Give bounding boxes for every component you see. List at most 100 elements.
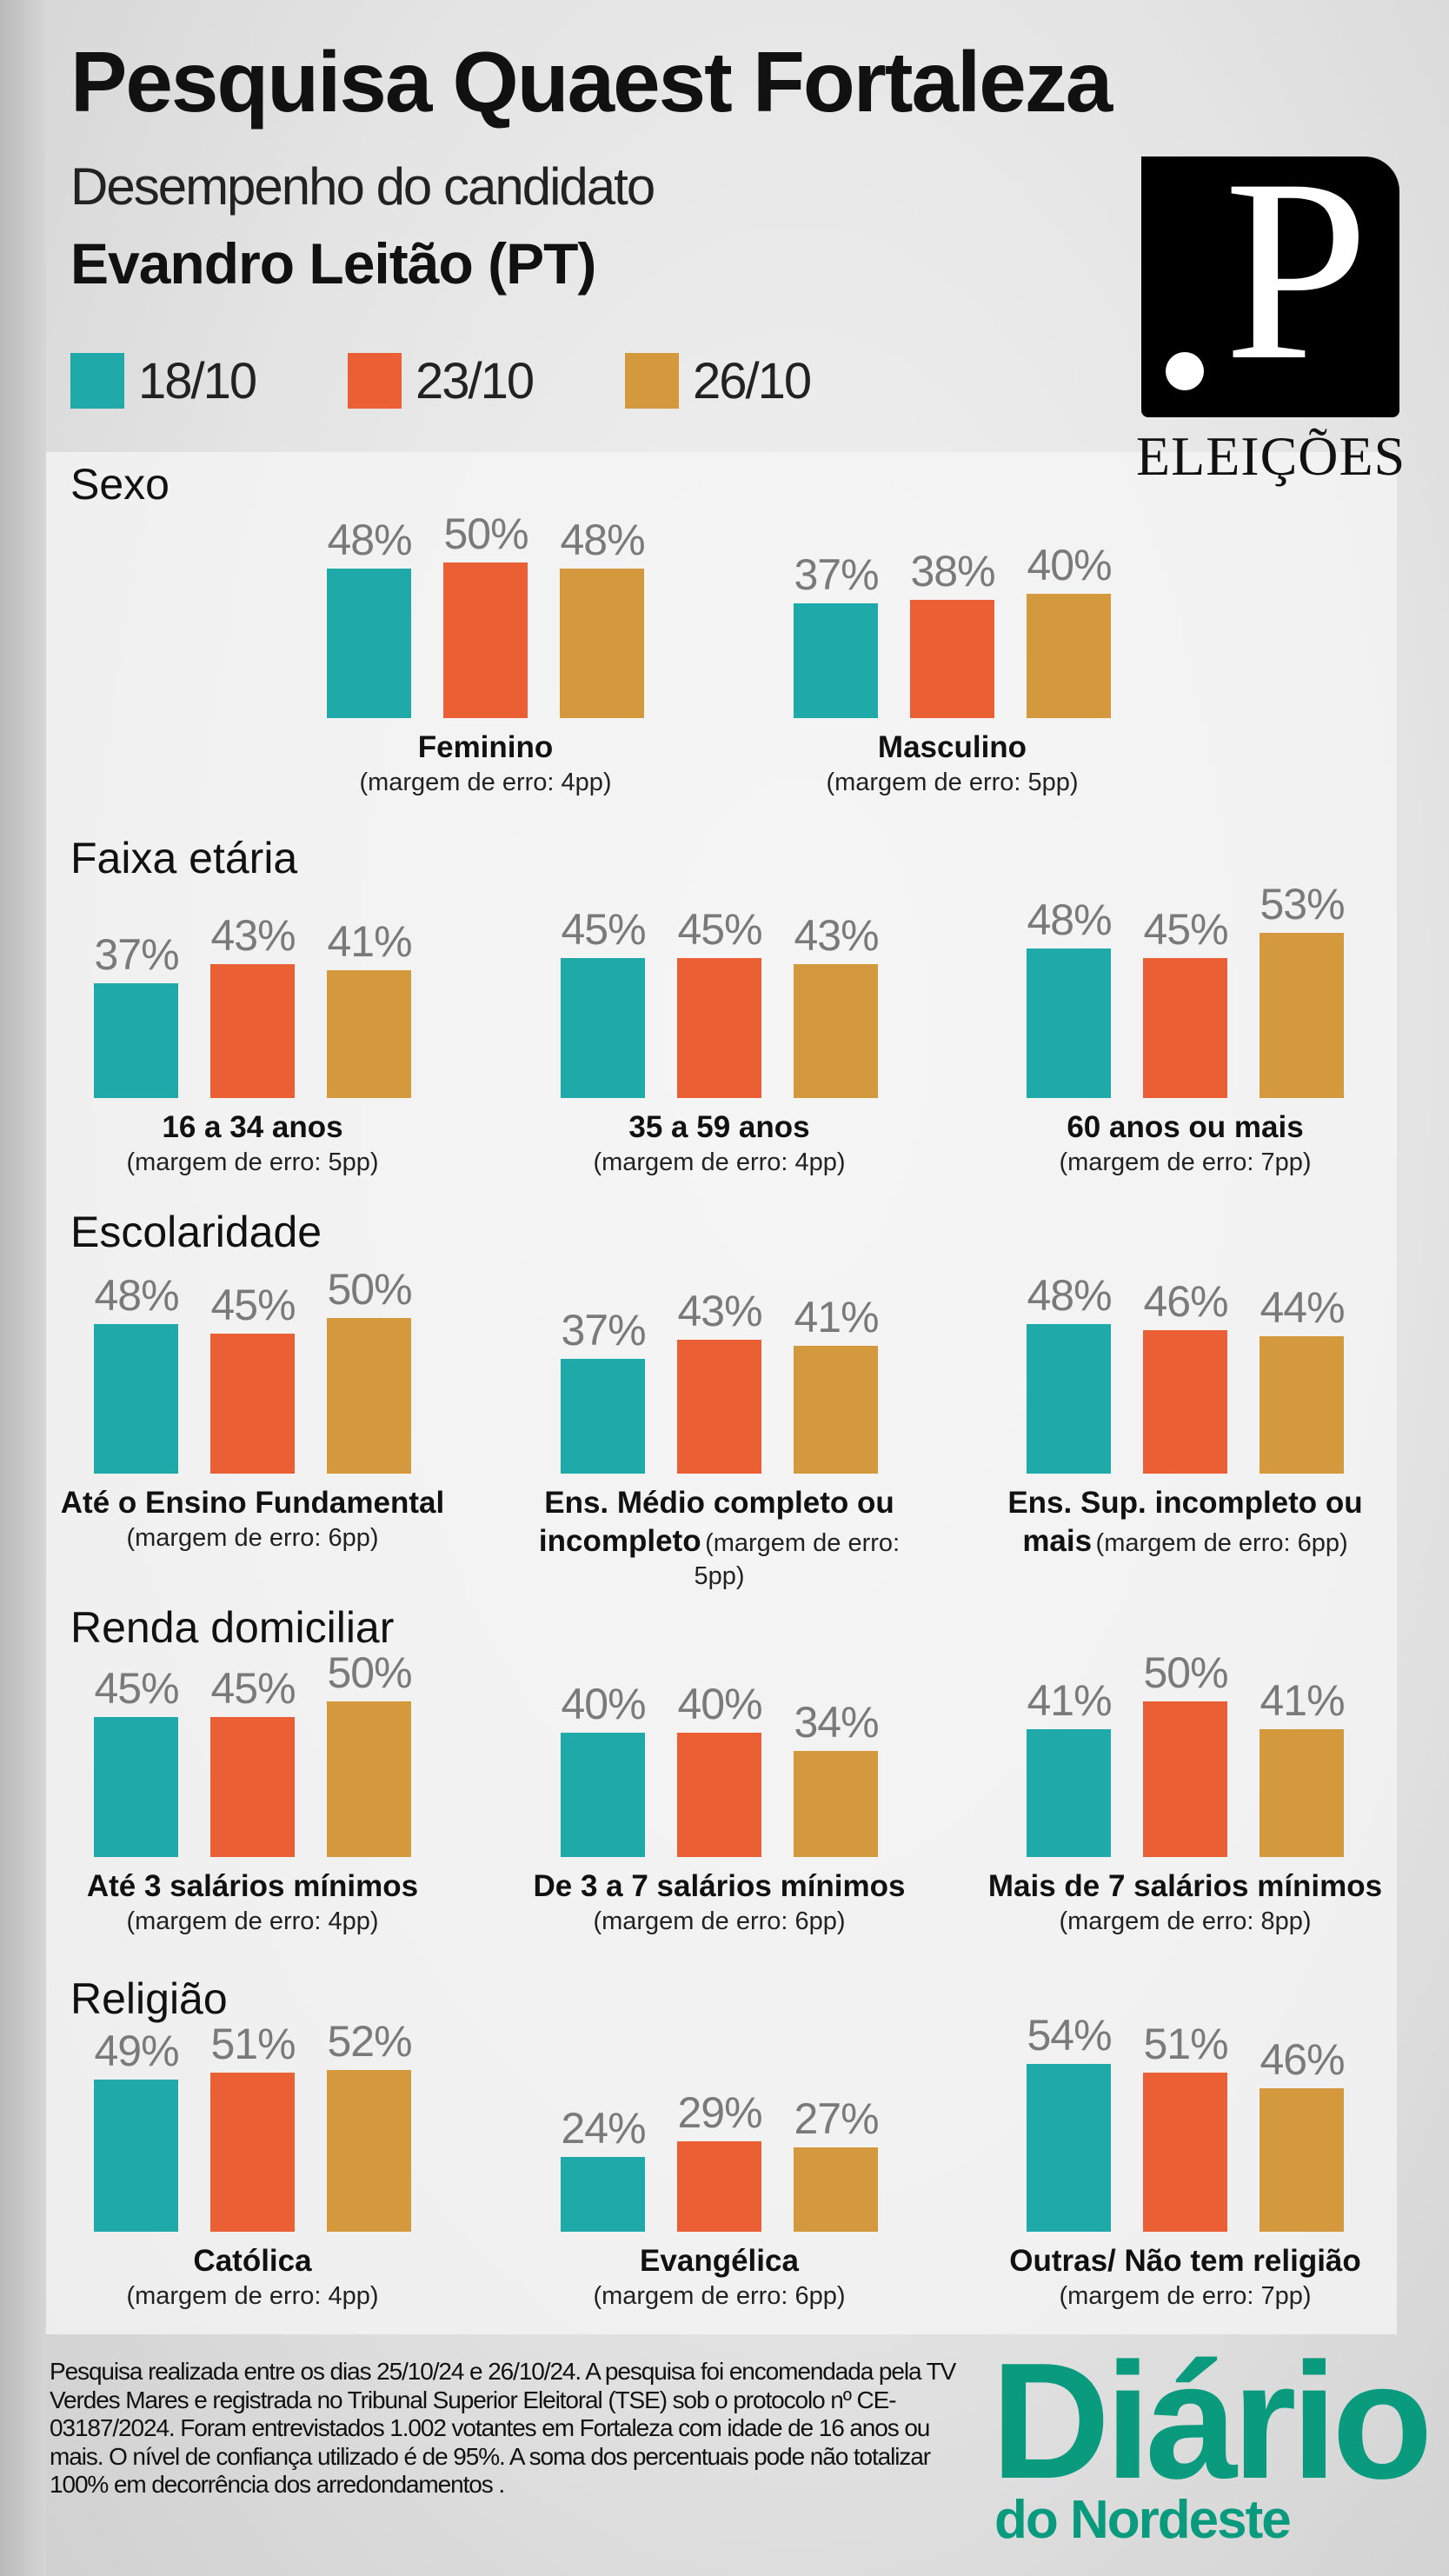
section-title: Sexo — [70, 460, 169, 509]
category-name: De 3 a 7 salários mínimos — [533, 1869, 906, 1903]
bar — [210, 964, 295, 1098]
category-name: Mais de 7 salários mínimos — [987, 1869, 1383, 1903]
category-label: Ens. Sup. incompleto ou mais (margem de … — [977, 1484, 1394, 1561]
value-label: 38% — [910, 546, 995, 596]
bar — [94, 982, 178, 1098]
legend-label: 18/10 — [138, 352, 257, 409]
bar — [327, 2069, 411, 2232]
category-label: 16 a 34 anos (margem de erro: 5pp) — [27, 1108, 479, 1178]
category-label: De 3 a 7 salários mínimos (margem de erro… — [494, 1867, 946, 1937]
value-label: 48% — [560, 516, 645, 565]
logo-dot — [1166, 352, 1204, 390]
category-label: Outras/ Não tem religião (margem de erro:… — [960, 2242, 1412, 2312]
category-label: Mais de 7 salários mínimos (margem de err… — [960, 1867, 1412, 1937]
category-label: 60 anos ou mais (margem de erro: 7pp) — [960, 1108, 1412, 1178]
bar — [1260, 1729, 1344, 1857]
bar — [210, 1716, 295, 1857]
legend-swatch — [625, 353, 679, 409]
category-label: Evangélica (margem de erro: 6pp) — [494, 2242, 946, 2312]
value-label: 45% — [94, 1663, 179, 1713]
bar — [794, 602, 878, 718]
bar — [1260, 1336, 1344, 1474]
category-label: Feminino (margem de erro: 4pp) — [260, 729, 712, 798]
value-label: 37% — [561, 1305, 646, 1355]
footnote: Pesquisa realizada entre os dias 25/10/2… — [50, 2358, 956, 2498]
margin-of-error: (margem de erro: 4pp) — [359, 768, 612, 796]
bar — [94, 1716, 178, 1857]
category-name: 35 a 59 anos — [628, 1110, 810, 1144]
margin-of-error: (margem de erro: 6pp) — [126, 1523, 379, 1552]
value-label: 50% — [1143, 1648, 1228, 1697]
page-subtitle: Desempenho do candidato — [70, 157, 655, 216]
diario-do-nordeste-logo: Diário do Nordeste — [991, 2339, 1432, 2550]
bar — [327, 970, 411, 1098]
value-label: 43% — [210, 911, 296, 961]
value-label: 41% — [1260, 1676, 1345, 1726]
value-label: 37% — [94, 929, 179, 979]
value-label: 40% — [1027, 540, 1112, 589]
value-label: 46% — [1143, 1277, 1228, 1327]
logo-caption: ELEIÇÕES — [1136, 425, 1406, 487]
brand-line2: do Nordeste — [994, 2490, 1292, 2550]
legend-swatch — [348, 353, 402, 409]
bar — [560, 569, 644, 718]
bar — [1027, 593, 1111, 718]
category-name: Até o Ensino Fundamental — [60, 1486, 445, 1520]
bar — [677, 1340, 761, 1474]
background-edge — [0, 0, 46, 2576]
legend-label: 23/10 — [415, 352, 535, 409]
bar — [794, 964, 878, 1098]
margin-of-error: (margem de erro: 7pp) — [1059, 2281, 1312, 2310]
value-label: 45% — [210, 1663, 296, 1713]
value-label: 52% — [327, 2016, 412, 2066]
legend-swatch — [70, 353, 124, 409]
bar — [1027, 1324, 1111, 1474]
category-name: Feminino — [417, 730, 554, 764]
value-label: 40% — [561, 1679, 646, 1728]
margin-of-error: (margem de erro: 4pp) — [126, 2281, 379, 2310]
margin-of-error: (margem de erro: 4pp) — [593, 1148, 846, 1176]
legend-item: 23/10 — [348, 352, 535, 409]
bar — [910, 599, 994, 718]
value-label: 50% — [327, 1648, 412, 1697]
value-label: 43% — [794, 911, 879, 961]
bar — [561, 1358, 645, 1474]
value-label: 48% — [327, 516, 412, 565]
bar — [327, 569, 411, 718]
bar — [210, 1333, 295, 1474]
category-label: Até o Ensino Fundamental (margem de erro:… — [27, 1484, 479, 1554]
bar — [443, 562, 528, 718]
bar — [561, 957, 645, 1098]
bar — [94, 2079, 178, 2232]
value-label: 48% — [94, 1271, 179, 1321]
value-label: 37% — [794, 549, 879, 599]
bar — [1143, 957, 1227, 1098]
section-title: Religião — [70, 1974, 228, 2023]
category-label: Até 3 salários mínimos (margem de erro: 4… — [27, 1867, 479, 1937]
value-label: 45% — [1143, 904, 1228, 954]
category-label: Ens. Médio completo ou incompleto (marge… — [511, 1484, 928, 1592]
category-name: 16 a 34 anos — [162, 1110, 343, 1144]
value-label: 45% — [561, 904, 646, 954]
bar — [210, 2073, 295, 2232]
margin-of-error: (margem de erro: 4pp) — [126, 1907, 379, 1935]
margin-of-error: (margem de erro: 5pp) — [826, 768, 1079, 796]
value-label: 54% — [1027, 2010, 1112, 2060]
section-title: Renda domiciliar — [70, 1603, 395, 1652]
bar — [94, 1324, 178, 1474]
o-povo-logo: P — [1141, 139, 1399, 417]
bar — [327, 1318, 411, 1474]
value-label: 29% — [677, 2088, 762, 2138]
bar — [1260, 2088, 1344, 2232]
value-label: 43% — [677, 1287, 762, 1336]
candidate-name: Evandro Leitão (PT) — [70, 231, 596, 296]
margin-of-error: (margem de erro: 5pp) — [694, 1528, 901, 1590]
category-name: 60 anos ou mais — [1067, 1110, 1304, 1144]
bar — [561, 2157, 645, 2232]
bar — [1143, 2073, 1227, 2232]
value-label: 24% — [561, 2104, 646, 2153]
margin-of-error: (margem de erro: 6pp) — [593, 1907, 846, 1935]
value-label: 50% — [443, 509, 528, 558]
value-label: 53% — [1260, 880, 1345, 929]
value-label: 34% — [794, 1698, 879, 1747]
